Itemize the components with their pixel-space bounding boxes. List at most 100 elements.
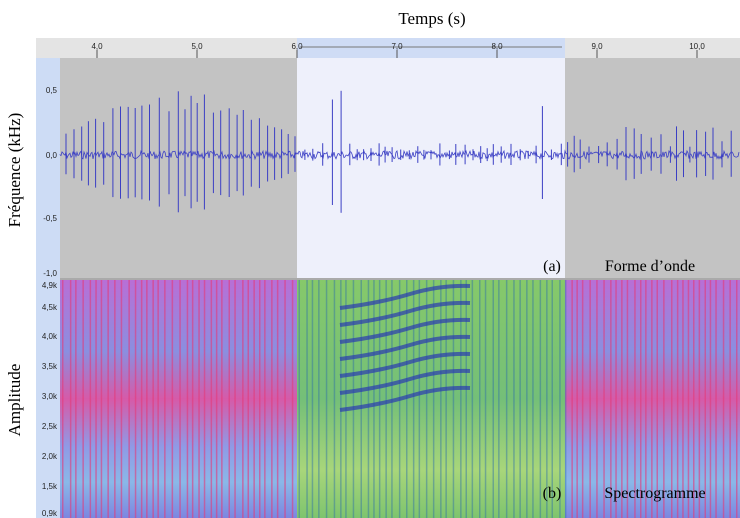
spectrogram-stripe: [445, 280, 447, 518]
spectrogram-stripe: [164, 280, 166, 518]
spectrogram-stripe: [378, 280, 381, 518]
spectrogram-stripe: [134, 280, 137, 518]
spectrogram-left: [60, 280, 297, 518]
spectrogram-stripe: [191, 280, 194, 518]
spectrogram-stripe: [736, 280, 738, 518]
spectrogram-stripe: [571, 280, 573, 518]
x-tick-label: 4,0: [91, 42, 103, 51]
y-tick-label: 3,5k: [42, 362, 58, 371]
spectrogram-stripe: [425, 280, 428, 518]
spectrogram-stripe: [559, 280, 561, 518]
spectrogram-stripe: [221, 280, 223, 518]
spectrogram-stripe: [128, 280, 130, 518]
ruler-selection: [297, 38, 565, 58]
y-tick-label: 0,0: [46, 151, 58, 160]
spectrogram-stripe: [373, 280, 375, 518]
spectrogram-stripe: [729, 280, 731, 518]
harmonic-band: [339, 385, 471, 412]
vertical-ruler: [36, 58, 60, 518]
panel-caption: Spectrogramme: [604, 485, 705, 502]
spectrogram-stripe: [385, 280, 387, 518]
panel-caption: Forme d’onde: [605, 258, 695, 275]
spectrogram-stripe: [634, 280, 636, 518]
y-tick-label: 4,0k: [42, 332, 58, 341]
panel-label: (b): [543, 485, 562, 502]
y-tick-label: 4,5k: [42, 303, 58, 312]
spectrogram-stripe: [471, 280, 474, 518]
spectrogram-stripe: [114, 280, 116, 518]
waveform: [59, 90, 740, 213]
y-tick-label: -1,0: [43, 269, 57, 278]
x-tick-label: 9,0: [591, 42, 603, 51]
x-tick-label: 8,0: [491, 42, 503, 51]
spectrogram-stripe: [146, 280, 148, 518]
spectrogram-stripe: [715, 280, 717, 518]
spectrogram-stripe: [367, 280, 370, 518]
spectrogram-stripe: [311, 280, 314, 518]
title: Temps (s): [398, 9, 465, 28]
x-tick-label: 10,0: [689, 42, 705, 51]
harmonic-band: [339, 317, 471, 344]
spectrogram-stripe: [603, 280, 605, 518]
spectrogram-stripe: [671, 280, 673, 518]
x-tick-label: 7,0: [391, 42, 403, 51]
spectrogram-stripe: [722, 280, 725, 518]
spectrogram-stripe: [479, 280, 481, 518]
harmonic-band: [339, 351, 471, 378]
y-tick-label: 2,5k: [42, 422, 58, 431]
spectrogram-stripe: [228, 280, 230, 518]
y-tick-label: 1,5k: [42, 482, 58, 491]
y-tick-label: 0,5: [46, 86, 58, 95]
spectrogram-stripe: [140, 280, 143, 518]
spectrogram-stripe: [306, 280, 308, 518]
spectrogram-stripe: [645, 280, 647, 518]
spectrogram-stripe: [615, 280, 617, 518]
spectrogram-stripe: [693, 280, 695, 518]
spectrogram-stripe: [259, 280, 261, 518]
spectrogram-stripe: [610, 280, 612, 518]
spectrogram-stripe: [513, 280, 515, 518]
spectrogram-stripe: [298, 280, 300, 518]
spectrogram-stripe: [432, 280, 435, 518]
spectrogram-stripe: [89, 280, 92, 518]
spectrogram-stripe: [440, 280, 442, 518]
spectrogram-stripe: [519, 280, 521, 518]
spectrogram-stripe: [418, 280, 421, 518]
spectrogram-stripe: [621, 280, 623, 518]
spectrogram-stripe: [284, 280, 286, 518]
spectrogram-stripe: [242, 280, 244, 518]
spectrogram-stripe: [179, 280, 181, 518]
spectrogram-stripe: [551, 280, 553, 518]
spectrogram-stripe: [581, 280, 584, 518]
spectrogram-selection: [297, 280, 565, 518]
harmonic-band: [339, 283, 471, 310]
spectrogram-stripe: [318, 280, 320, 518]
spectrogram-stripe: [120, 280, 123, 518]
spectrogram-stripe: [682, 280, 684, 518]
panel-label: (a): [543, 258, 561, 275]
spectrogram-stripe: [333, 280, 336, 518]
spectrogram-stripe: [452, 280, 455, 518]
spectrogram-stripe: [253, 280, 255, 518]
spectrogram-stripe: [75, 280, 77, 518]
spectrogram-stripe: [626, 280, 629, 518]
harmonic-band: [339, 300, 471, 327]
spectrogram-stripe: [498, 280, 500, 518]
spectrogram-stripe: [564, 280, 567, 518]
spectrogram-stripe: [234, 280, 236, 518]
spectrogram-stripe: [360, 280, 362, 518]
spectrogram-stripe: [62, 280, 64, 518]
x-tick-label: 6,0: [291, 42, 303, 51]
spectrogram-stripe: [95, 280, 97, 518]
spectrogram-stripe: [186, 280, 189, 518]
spectrogram-stripe: [709, 280, 712, 518]
spectrogram-stripe: [210, 280, 213, 518]
spectrogram-stripe: [247, 280, 249, 518]
waveform-selection: [297, 58, 565, 278]
y-axis-label: Fréquence (kHz): [5, 113, 24, 228]
spectrogram-stripes: [62, 280, 738, 518]
spectrogram-stripe: [271, 280, 273, 518]
spectrogram-stripe: [698, 280, 701, 518]
spectrogram-stripe: [656, 280, 658, 518]
